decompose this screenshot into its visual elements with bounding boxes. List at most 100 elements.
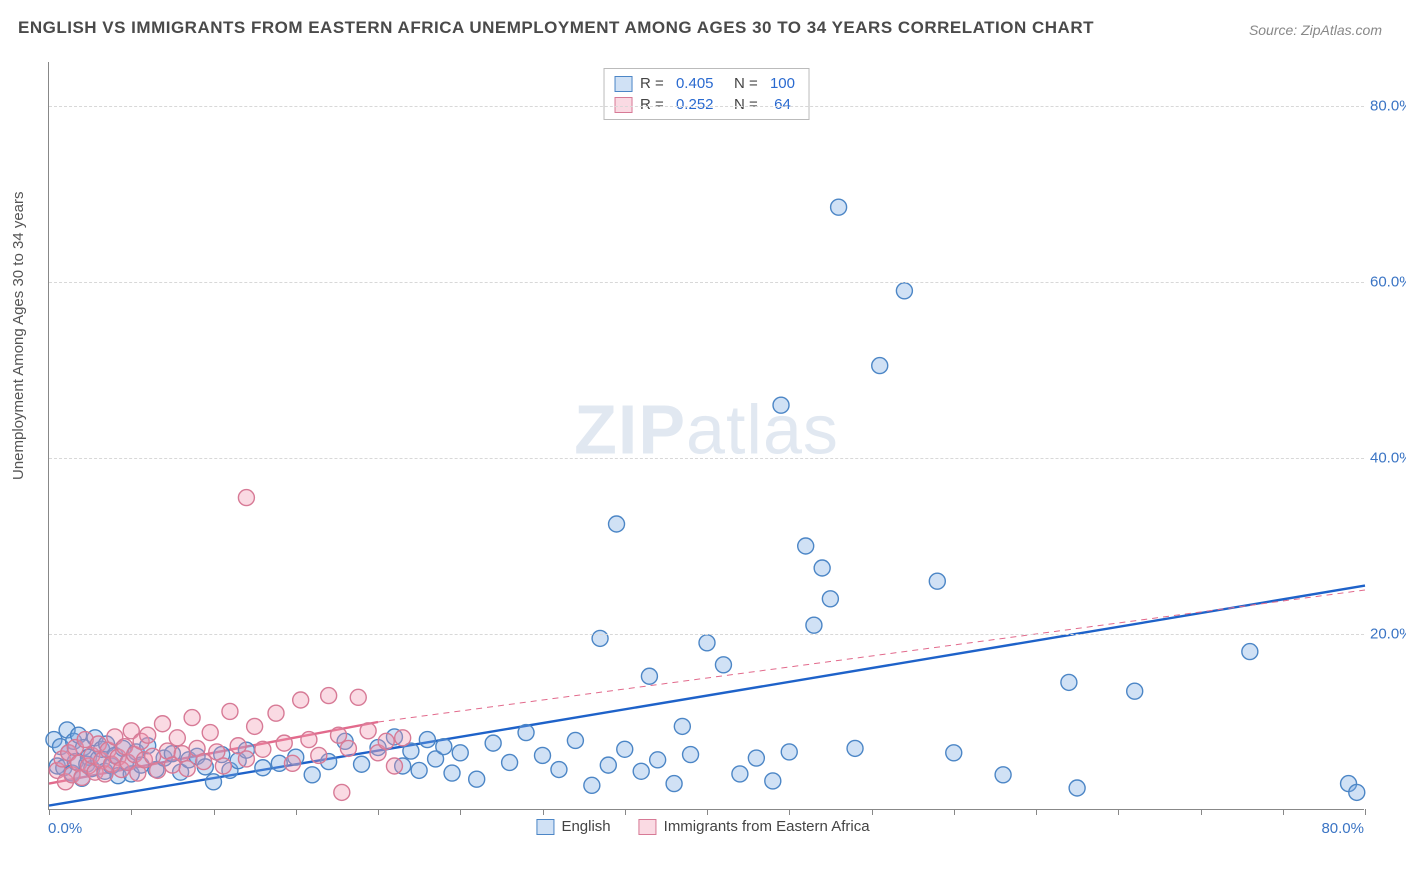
data-point [350,689,366,705]
data-point [946,745,962,761]
data-point [831,199,847,215]
data-point [584,777,600,793]
data-point [206,774,222,790]
data-point [1349,784,1365,800]
data-point [293,692,309,708]
data-point [276,735,292,751]
data-point [872,358,888,374]
data-point [321,688,337,704]
data-point [301,732,317,748]
data-point [814,560,830,576]
data-point [1061,674,1077,690]
plot-svg [49,62,1364,809]
chart-title: ENGLISH VS IMMIGRANTS FROM EASTERN AFRIC… [18,18,1094,38]
data-point [806,617,822,633]
data-point [444,765,460,781]
data-point [395,730,411,746]
x-tick-mark [1283,809,1284,815]
data-point [331,727,347,743]
data-point [600,757,616,773]
data-point [535,747,551,763]
x-axis-max-label: 80.0% [1321,820,1364,837]
data-point [411,762,427,778]
data-point [334,784,350,800]
x-tick-mark [954,809,955,815]
legend-label: Immigrants from Eastern Africa [664,818,870,835]
data-point [386,758,402,774]
data-point [1127,683,1143,699]
data-point [699,635,715,651]
data-point [469,771,485,787]
gridline [49,634,1364,635]
data-point [304,767,320,783]
source-attribution: Source: ZipAtlas.com [1249,22,1382,38]
data-point [1069,780,1085,796]
data-point [732,766,748,782]
x-tick-mark [707,809,708,815]
data-point [502,754,518,770]
x-tick-mark [872,809,873,815]
data-point [592,630,608,646]
data-point [255,760,271,776]
data-point [847,740,863,756]
y-tick-label: 20.0% [1370,626,1406,643]
x-tick-mark [131,809,132,815]
data-point [518,725,534,741]
data-point [896,283,912,299]
data-point [202,725,218,741]
data-point [929,573,945,589]
x-tick-mark [543,809,544,815]
data-point [633,763,649,779]
gridline [49,458,1364,459]
data-point [674,718,690,734]
x-tick-mark [460,809,461,815]
gridline [49,282,1364,283]
y-tick-label: 40.0% [1370,450,1406,467]
plot-area: ZIPatlas R = 0.405 N = 100R = 0.252 N = … [48,62,1364,810]
data-point [215,758,231,774]
x-tick-mark [789,809,790,815]
data-point [683,747,699,763]
data-point [452,745,468,761]
trend-line [49,586,1365,806]
x-tick-mark [214,809,215,815]
data-point [311,747,327,763]
x-tick-mark [49,809,50,815]
data-point [184,710,200,726]
x-tick-mark [1201,809,1202,815]
data-point [179,761,195,777]
x-tick-mark [296,809,297,815]
data-point [238,751,254,767]
legend-item: English [536,818,610,835]
data-point [1242,644,1258,660]
legend-label: English [561,818,610,835]
data-point [436,739,452,755]
data-point [378,733,394,749]
data-point [155,716,171,732]
data-point [995,767,1011,783]
legend-swatch [536,819,554,835]
data-point [284,755,300,771]
x-axis-min-label: 0.0% [48,820,82,837]
x-tick-mark [1036,809,1037,815]
data-point [222,703,238,719]
data-point [150,762,166,778]
data-point [140,727,156,743]
data-point [354,756,370,772]
data-point [360,723,376,739]
data-point [255,741,271,757]
data-point [174,746,190,762]
x-tick-mark [1118,809,1119,815]
data-point [340,740,356,756]
gridline [49,106,1364,107]
data-point [247,718,263,734]
legend-swatch [639,819,657,835]
data-point [609,516,625,532]
y-axis-label: Unemployment Among Ages 30 to 34 years [10,191,27,480]
data-point [238,490,254,506]
data-point [666,776,682,792]
legend-item: Immigrants from Eastern Africa [639,818,870,835]
data-point [641,668,657,684]
data-point [798,538,814,554]
data-point [169,730,185,746]
